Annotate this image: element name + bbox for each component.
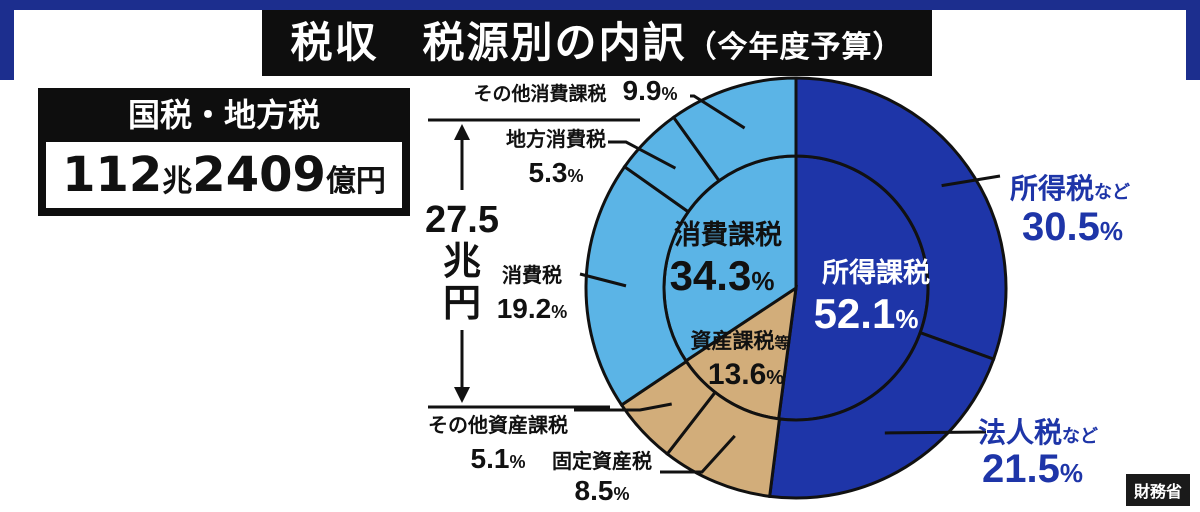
- outer-label-name-1: 法人税など: [978, 416, 1098, 448]
- leader-line-4: [579, 272, 627, 288]
- source-badge: 財務省: [1125, 474, 1190, 506]
- inner-label-value-1: 13.6%: [708, 358, 784, 391]
- bracket-value: 27.5: [425, 199, 499, 241]
- inner-label-name-0: 所得課税: [822, 257, 930, 288]
- leader-line-5: [608, 140, 677, 170]
- total-value-oku: 2409: [192, 147, 326, 203]
- outer-label-name-6: その他消費課税: [473, 82, 606, 105]
- page-title: 税収 税源別の内訳（今年度予算）: [262, 10, 932, 76]
- outer-label-value-5: 5.3%: [529, 157, 584, 188]
- outer-label-value-1: 21.5%: [982, 447, 1083, 491]
- leader-line-1: [884, 430, 987, 435]
- inner-label-value-2: 34.3%: [670, 252, 775, 299]
- inner-label-name-1: 資産課税等: [690, 329, 789, 353]
- total-label: 国税・地方税: [127, 96, 320, 134]
- total-unit-cho: 兆: [162, 164, 193, 199]
- leader-line-2: [660, 434, 736, 474]
- title-sub: （今年度予算）: [686, 30, 904, 65]
- leader-line-3: [574, 402, 672, 412]
- total-value-trillions: 112: [62, 147, 163, 203]
- outer-label-value-2: 8.5%: [575, 475, 630, 506]
- leader-line-0: [941, 174, 1001, 188]
- total-value: 112兆2409億円: [46, 142, 402, 208]
- leader-line-6: [690, 94, 746, 130]
- title-main: 税収 税源別の内訳: [290, 18, 687, 67]
- bracket-unit-en: 円: [443, 283, 481, 325]
- outer-slice-0: [794, 76, 1008, 362]
- inner-label-value-0: 52.1%: [814, 290, 919, 337]
- total-box: 国税・地方税 112兆2409億円: [38, 88, 410, 216]
- outer-label-name-2: 固定資産税: [552, 449, 652, 473]
- outer-label-value-0: 30.5%: [1022, 205, 1123, 249]
- outer-label-value-4: 19.2%: [497, 293, 568, 324]
- outer-label-value-6: 9.9%: [623, 75, 678, 106]
- outer-label-name-0: 所得税など: [1010, 172, 1130, 204]
- bracket-arrow-up-head: [454, 124, 470, 140]
- inner-label-name-2: 消費課税: [674, 219, 782, 250]
- outer-label-name-5: 地方消費税: [506, 127, 606, 151]
- bracket-unit-cho: 兆: [443, 241, 481, 283]
- total-unit-okuen: 億円: [325, 164, 386, 199]
- outer-label-name-4: 消費税: [502, 263, 562, 287]
- outer-label-value-3: 5.1%: [471, 443, 526, 474]
- bracket-arrow-down-head: [454, 387, 470, 403]
- outer-label-name-3: その他資産課税: [428, 413, 568, 437]
